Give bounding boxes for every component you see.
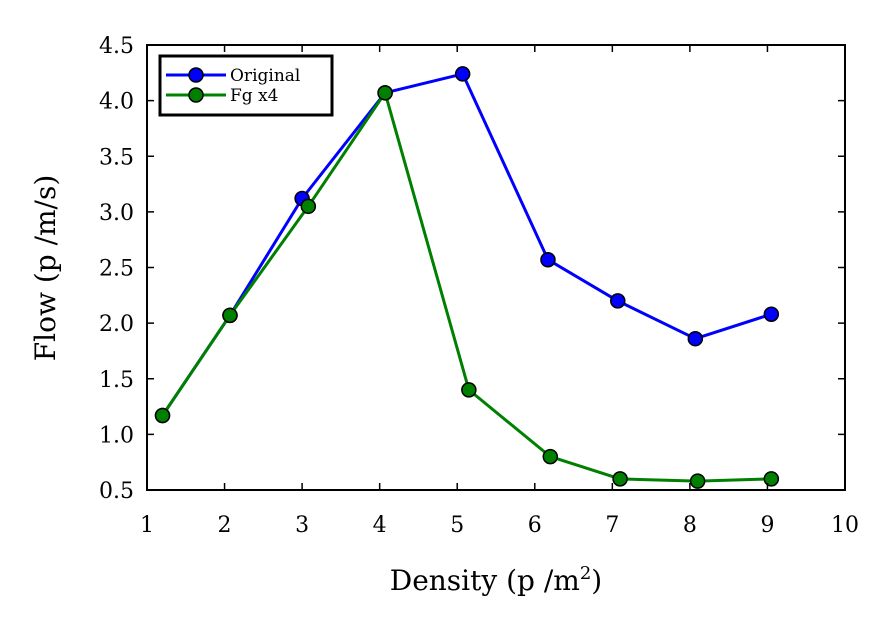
data-point-original — [687, 330, 704, 347]
x-tick-label: 3 — [295, 513, 309, 538]
legend-label: Original — [230, 66, 300, 86]
data-point-fg-x4 — [377, 85, 393, 101]
y-tick-label: 2.5 — [99, 257, 134, 282]
y-tick-label: 2.0 — [99, 312, 134, 337]
data-point-fg-x4 — [689, 473, 706, 489]
legend-label: Fg x4 — [230, 86, 279, 106]
y-tick-label: 1.0 — [99, 423, 134, 448]
data-point-original — [540, 251, 556, 268]
series-line-fg-x4 — [161, 91, 772, 483]
y-tick-label: 4.0 — [99, 90, 134, 115]
x-tick-label: 5 — [450, 513, 464, 538]
y-tick-label: 4.5 — [99, 34, 134, 59]
y-tick-label: 1.5 — [99, 368, 134, 393]
data-point-fg-x4 — [222, 307, 238, 324]
data-point-original — [454, 66, 471, 82]
series-line-original — [161, 72, 772, 417]
x-tick-label: 7 — [605, 513, 619, 538]
chart-marks — [154, 66, 780, 489]
legend-marker — [188, 87, 204, 103]
y-tick-label: 3.5 — [99, 145, 134, 170]
x-tick-label: 2 — [218, 513, 232, 538]
data-point-fg-x4 — [461, 382, 477, 398]
data-point-fg-x4 — [542, 448, 559, 465]
x-tick-label: 4 — [373, 513, 387, 538]
y-axis-label: Flow (p /m/s) — [29, 175, 62, 362]
axis-ticks: 1 2 3 4 5 6 7 8 9 10 0.5 1.0 1.5 2.0 2.5 3.0 3.5 4.0 4.5 — [99, 34, 859, 538]
x-tick-label: 8 — [683, 513, 697, 538]
data-point-fg-x4 — [612, 471, 628, 487]
x-tick-label: 1 — [140, 513, 154, 538]
x-tick-label: 9 — [760, 513, 774, 538]
x-tick-label: 6 — [528, 513, 542, 538]
y-tick-label: 0.5 — [99, 479, 134, 504]
x-tick-label: 10 — [831, 513, 859, 538]
x-axis-label: Density (p /m2) — [390, 563, 602, 597]
data-point-fg-x4 — [763, 471, 780, 487]
legend-box — [158, 54, 334, 117]
y-tick-label: 3.0 — [99, 201, 134, 226]
data-point-original — [610, 293, 626, 309]
data-point-fg-x4 — [300, 198, 317, 215]
data-point-fg-x4 — [154, 407, 171, 424]
data-point-original — [763, 306, 780, 322]
legend-marker — [188, 67, 204, 83]
